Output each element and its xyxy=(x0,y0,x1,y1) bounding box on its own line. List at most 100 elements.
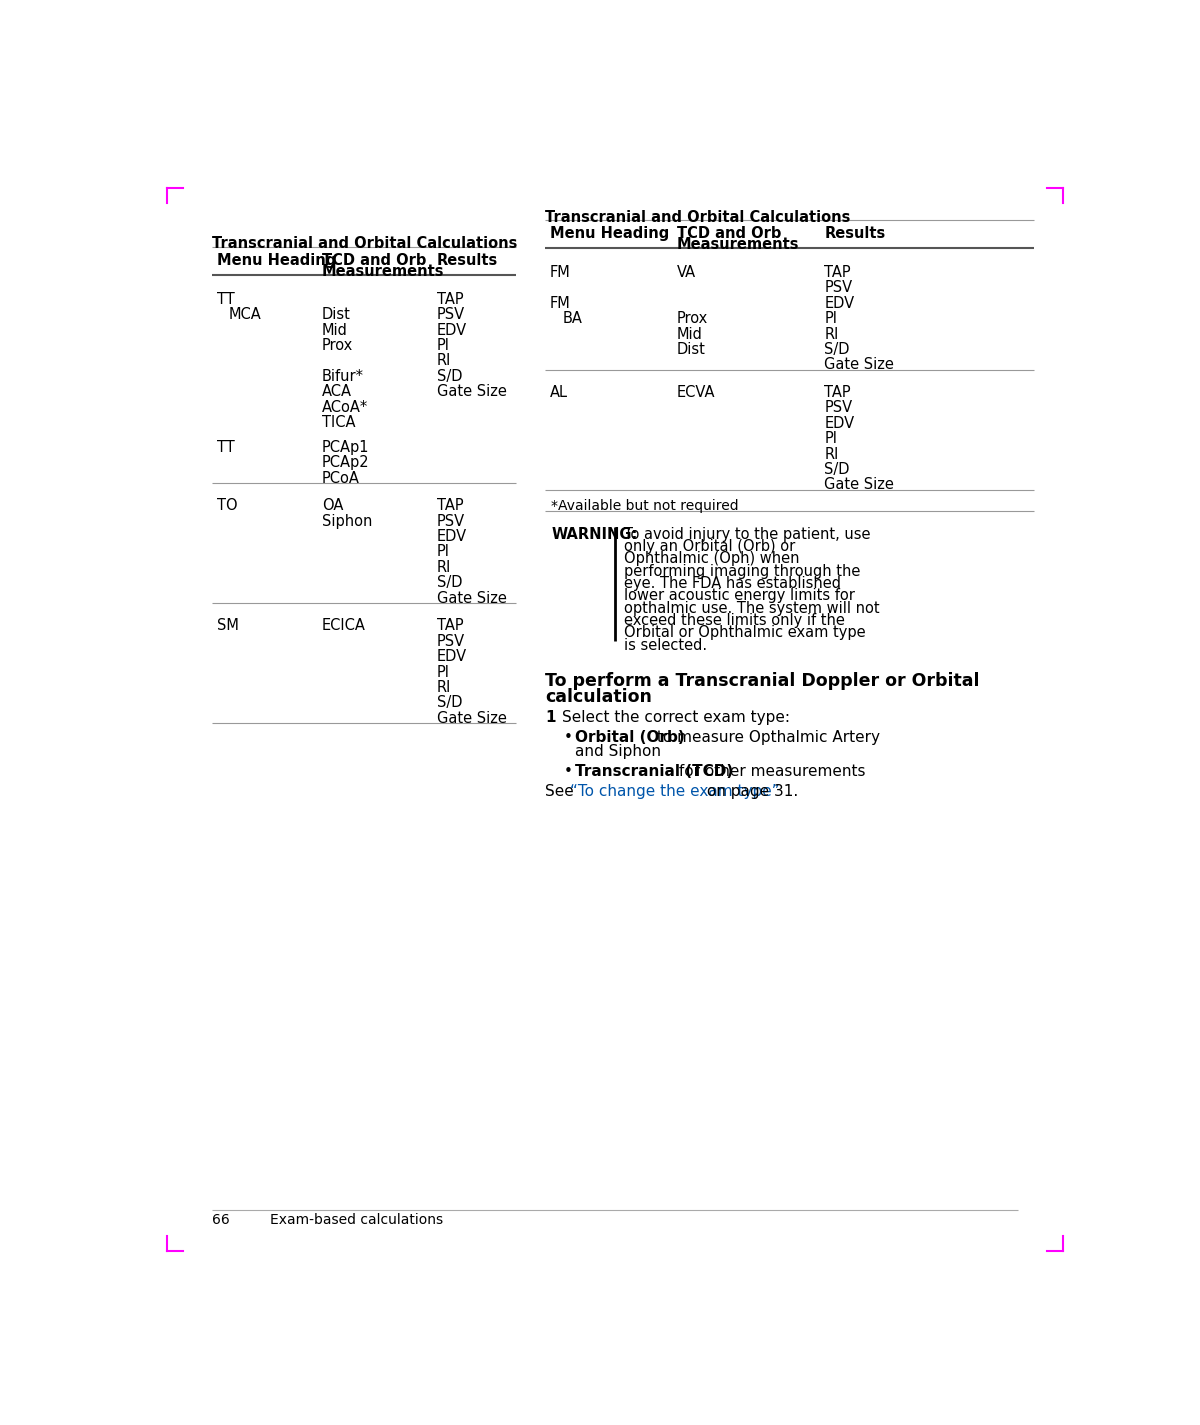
Text: RI: RI xyxy=(437,560,451,574)
Text: TAP: TAP xyxy=(824,385,851,400)
Text: S/D: S/D xyxy=(437,369,462,383)
Text: EDV: EDV xyxy=(437,322,467,338)
Text: AL: AL xyxy=(550,385,568,400)
Text: Select the correct exam type:: Select the correct exam type: xyxy=(563,710,791,725)
Text: RI: RI xyxy=(824,446,839,462)
Text: Transcranial (TCD): Transcranial (TCD) xyxy=(575,764,733,779)
Text: 1: 1 xyxy=(545,710,556,725)
Text: Transcranial and Orbital Calculations: Transcranial and Orbital Calculations xyxy=(212,237,517,251)
Text: Exam-based calculations: Exam-based calculations xyxy=(270,1213,443,1227)
Text: TAP: TAP xyxy=(437,292,463,306)
Text: Bifur*: Bifur* xyxy=(322,369,364,383)
Text: Measurements: Measurements xyxy=(677,237,799,252)
Text: EDV: EDV xyxy=(824,296,854,311)
Text: SM: SM xyxy=(217,618,239,633)
Text: ECICA: ECICA xyxy=(322,618,366,633)
Text: To perform a Transcranial Doppler or Orbital: To perform a Transcranial Doppler or Orb… xyxy=(545,671,979,690)
Text: Gate Size: Gate Size xyxy=(437,711,506,725)
Text: See: See xyxy=(545,784,578,799)
Text: Transcranial and Orbital Calculations: Transcranial and Orbital Calculations xyxy=(545,209,851,225)
Text: PI: PI xyxy=(824,432,838,446)
Text: Menu Heading: Menu Heading xyxy=(550,227,670,241)
Text: calculation: calculation xyxy=(545,688,652,707)
Text: FM: FM xyxy=(550,296,571,311)
Text: Dist: Dist xyxy=(677,342,706,356)
Text: PI: PI xyxy=(437,664,450,680)
Text: S/D: S/D xyxy=(824,462,850,477)
Text: PI: PI xyxy=(437,338,450,353)
Text: PCoA: PCoA xyxy=(322,470,360,486)
Text: Ophthalmic (Oph) when: Ophthalmic (Oph) when xyxy=(624,551,799,566)
Text: S/D: S/D xyxy=(824,342,850,356)
Text: To avoid injury to the patient, use: To avoid injury to the patient, use xyxy=(624,527,871,542)
Text: VA: VA xyxy=(677,265,696,279)
Text: Mid: Mid xyxy=(322,322,348,338)
Text: •: • xyxy=(564,730,572,745)
Text: PSV: PSV xyxy=(437,308,464,322)
Text: ACA: ACA xyxy=(322,385,352,399)
Text: only an Orbital (Orb) or: only an Orbital (Orb) or xyxy=(624,539,796,554)
Text: PI: PI xyxy=(824,311,838,326)
Text: Prox: Prox xyxy=(677,311,708,326)
Text: EDV: EDV xyxy=(824,416,854,430)
Text: EDV: EDV xyxy=(437,650,467,664)
Text: 66: 66 xyxy=(212,1213,229,1227)
Text: TCD and Orb: TCD and Orb xyxy=(322,254,426,268)
Text: for other measurements: for other measurements xyxy=(674,764,865,779)
Text: Dist: Dist xyxy=(322,308,350,322)
Text: Prox: Prox xyxy=(322,338,353,353)
Text: •: • xyxy=(564,764,572,779)
Text: ECVA: ECVA xyxy=(677,385,715,400)
Text: PCAp1: PCAp1 xyxy=(322,440,370,455)
Text: TAP: TAP xyxy=(437,499,463,513)
Text: eye. The FDA has established: eye. The FDA has established xyxy=(624,576,841,591)
Text: Gate Size: Gate Size xyxy=(824,358,894,372)
Text: lower acoustic energy limits for: lower acoustic energy limits for xyxy=(624,589,856,603)
Text: Orbital (Orb): Orbital (Orb) xyxy=(575,730,684,745)
Text: MCA: MCA xyxy=(229,308,262,322)
Text: Mid: Mid xyxy=(677,326,703,342)
Text: Siphon: Siphon xyxy=(322,513,372,529)
Text: performing imaging through the: performing imaging through the xyxy=(624,564,860,579)
Text: ACoA*: ACoA* xyxy=(322,399,368,415)
Text: TO: TO xyxy=(217,499,238,513)
Text: Results: Results xyxy=(824,227,886,241)
Text: to measure Opthalmic Artery: to measure Opthalmic Artery xyxy=(653,730,881,745)
Text: BA: BA xyxy=(563,311,582,326)
Text: TAP: TAP xyxy=(824,265,851,279)
Text: is selected.: is selected. xyxy=(624,637,708,653)
Text: Results: Results xyxy=(437,254,498,268)
Text: FM: FM xyxy=(550,265,571,279)
Text: Orbital or Ophthalmic exam type: Orbital or Ophthalmic exam type xyxy=(624,626,866,640)
Text: *Available but not required: *Available but not required xyxy=(552,499,739,513)
Text: S/D: S/D xyxy=(437,576,462,590)
Text: EDV: EDV xyxy=(437,529,467,544)
Text: exceed these limits only if the: exceed these limits only if the xyxy=(624,613,845,628)
Text: PCAp2: PCAp2 xyxy=(322,455,370,470)
Text: TAP: TAP xyxy=(437,618,463,633)
Text: RI: RI xyxy=(437,680,451,695)
Text: PSV: PSV xyxy=(437,634,464,648)
Text: “To change the exam type”: “To change the exam type” xyxy=(570,784,780,799)
Text: RI: RI xyxy=(824,326,839,342)
Text: PSV: PSV xyxy=(824,400,852,416)
Text: and Siphon: and Siphon xyxy=(575,744,661,760)
Text: TT: TT xyxy=(217,292,234,306)
Text: Gate Size: Gate Size xyxy=(437,590,506,606)
Text: TT: TT xyxy=(217,440,234,455)
Text: WARNING:: WARNING: xyxy=(552,527,638,542)
Text: PI: PI xyxy=(437,544,450,560)
Text: opthalmic use. The system will not: opthalmic use. The system will not xyxy=(624,601,880,616)
Text: Measurements: Measurements xyxy=(322,264,444,279)
Text: RI: RI xyxy=(437,353,451,369)
Text: S/D: S/D xyxy=(437,695,462,711)
Text: on page 31.: on page 31. xyxy=(702,784,798,799)
Text: Menu Heading: Menu Heading xyxy=(217,254,336,268)
Text: Gate Size: Gate Size xyxy=(437,385,506,399)
Text: PSV: PSV xyxy=(824,281,852,295)
Text: PSV: PSV xyxy=(437,513,464,529)
Text: OA: OA xyxy=(322,499,343,513)
Text: Gate Size: Gate Size xyxy=(824,477,894,493)
Text: TICA: TICA xyxy=(322,415,355,430)
Text: TCD and Orb: TCD and Orb xyxy=(677,227,781,241)
